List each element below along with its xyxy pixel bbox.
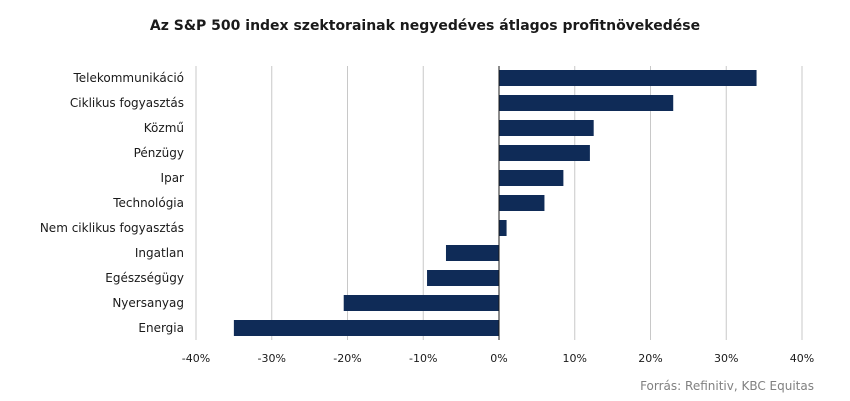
bar (343, 295, 499, 311)
x-axis-tick-labels: -40% -30% -20% -10% 0% 10% 20% 30% 40% (182, 352, 814, 365)
category-label: Egészségügy (105, 271, 184, 285)
category-label: Közmű (144, 121, 184, 135)
source-note: Forrás: Refinitiv, KBC Equitas (640, 379, 814, 393)
bar (499, 70, 757, 86)
x-tick-label: 20% (638, 352, 662, 365)
category-label: Ciklikus fogyasztás (70, 96, 184, 110)
bar (499, 170, 564, 186)
x-tick-label: 40% (790, 352, 814, 365)
bar (445, 245, 499, 261)
category-label: Pénzügy (134, 146, 184, 160)
category-label: Telekommunikáció (72, 71, 184, 85)
x-tick-label: -10% (409, 352, 437, 365)
category-label: Energia (138, 321, 184, 335)
bar (427, 270, 499, 286)
bar (499, 145, 590, 161)
category-label: Nyersanyag (112, 296, 184, 310)
bar (233, 320, 499, 336)
category-label: Ipar (161, 171, 185, 185)
category-labels: Telekommunikáció Ciklikus fogyasztás Közmű… (40, 71, 184, 335)
bar (499, 195, 545, 211)
x-tick-label: -40% (182, 352, 210, 365)
x-tick-label: 10% (563, 352, 587, 365)
category-label: Ingatlan (135, 246, 184, 260)
x-tick-label: -20% (333, 352, 361, 365)
category-label: Nem ciklikus fogyasztás (40, 221, 184, 235)
x-tick-label: 30% (714, 352, 738, 365)
bars (233, 70, 757, 336)
bar (499, 220, 507, 236)
x-tick-label: 0% (490, 352, 507, 365)
bar (499, 95, 674, 111)
grid-lines (195, 66, 803, 340)
chart-title: Az S&P 500 index szektorainak negyedéves… (149, 18, 701, 34)
category-label: Technológia (112, 196, 184, 210)
x-tick-label: -30% (258, 352, 286, 365)
bar (499, 120, 594, 136)
